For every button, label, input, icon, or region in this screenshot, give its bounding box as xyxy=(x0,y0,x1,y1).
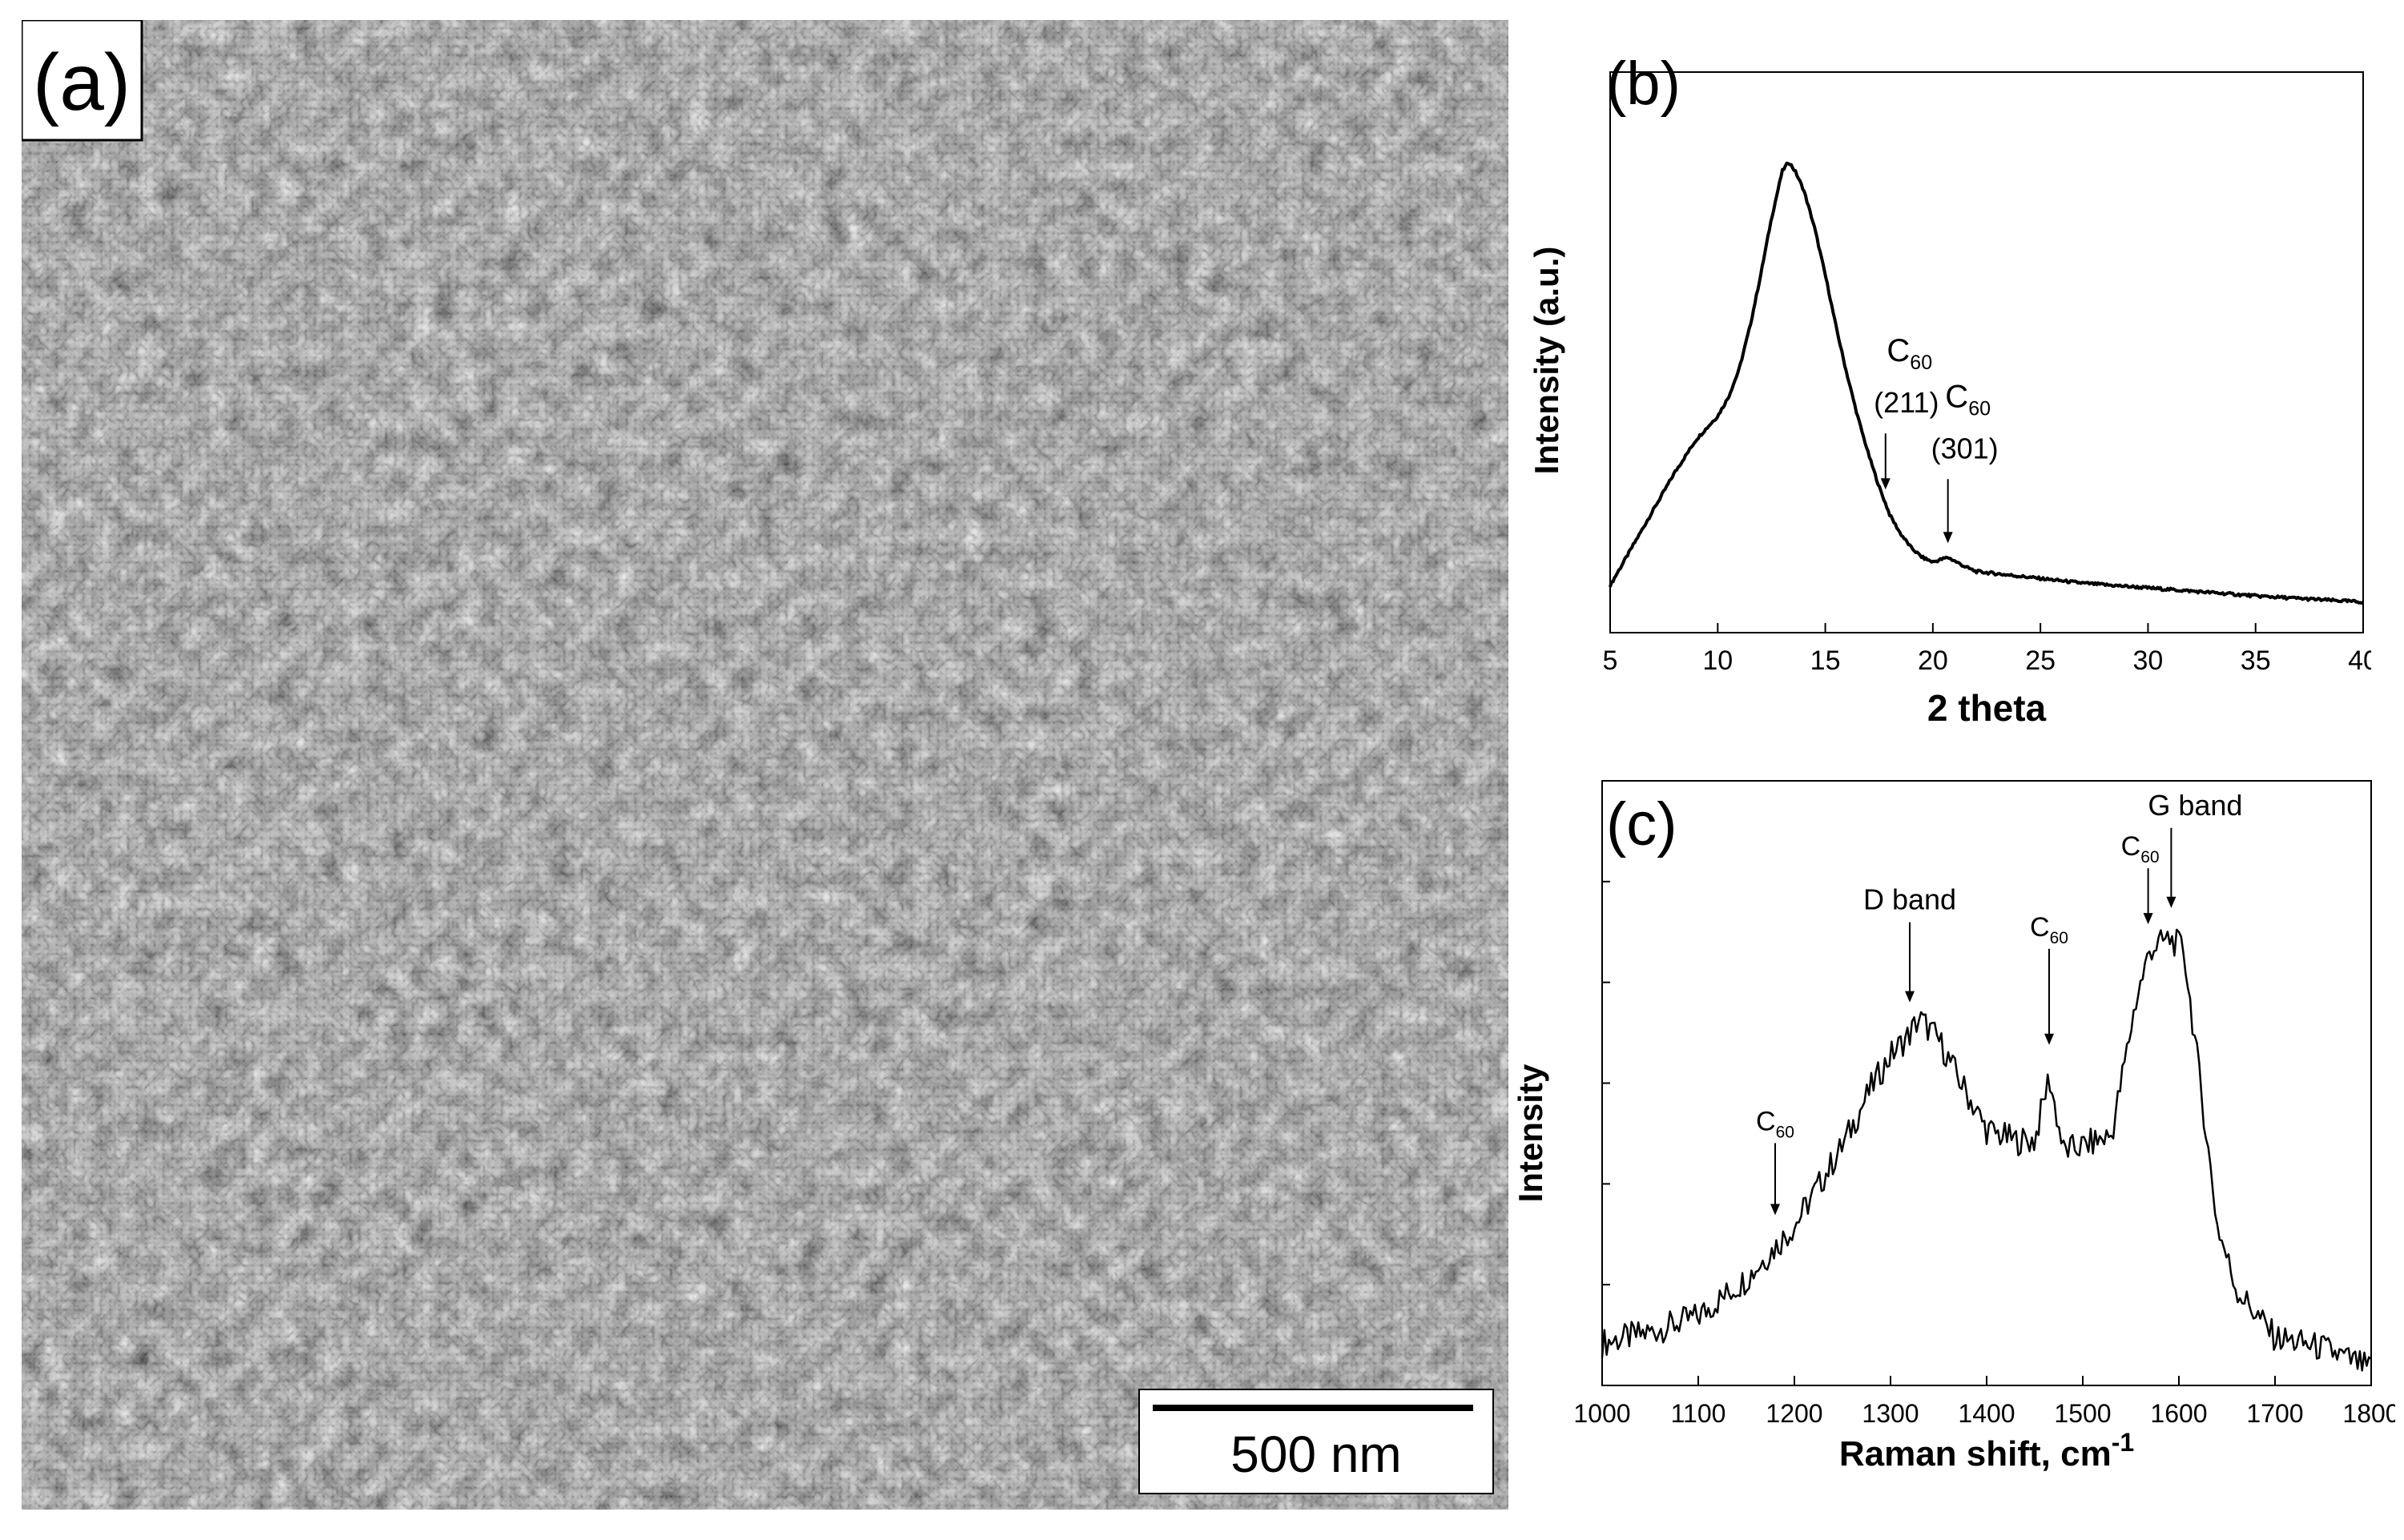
x-tick-label: 1300 xyxy=(1862,1399,1919,1428)
annotation-arrowhead xyxy=(1770,1204,1780,1216)
x-tick-label: 35 xyxy=(2241,645,2271,676)
series-line xyxy=(1609,161,2365,605)
x-tick-label: 20 xyxy=(1918,645,1948,676)
x-tick-label: 25 xyxy=(2025,645,2056,676)
annotation-label: C60 xyxy=(2121,831,2160,867)
x-tick-label: 1200 xyxy=(1766,1399,1822,1428)
x-tick-label: 15 xyxy=(1810,645,1841,676)
x-tick-label: 1100 xyxy=(1671,1399,1726,1428)
x-tick-label: 40 xyxy=(2348,645,2371,676)
x-axis-label: 2 theta xyxy=(1927,687,2047,729)
annotation-arrowhead xyxy=(2166,896,2176,908)
x-tick-label: 1700 xyxy=(2246,1399,2303,1428)
annotation-arrowhead xyxy=(1880,478,1891,490)
x-tick-label: 1800 xyxy=(2342,1399,2395,1428)
panel-b-label: (b) xyxy=(1606,50,1681,118)
y-axis-label: Intensity (a.u.) xyxy=(1528,247,1565,475)
annotation-arrowhead xyxy=(1905,991,1915,1003)
panel-a-label-box: (a) xyxy=(22,20,143,142)
annotation-arrowhead xyxy=(1943,532,1953,544)
annotation-label: D band xyxy=(1863,883,1956,916)
raman-chart: Intensity Raman shift, cm-1 (c) 1000 1100… xyxy=(1512,780,2395,1474)
annotation-arrowhead xyxy=(2143,913,2153,925)
x-tick-label: 1600 xyxy=(2150,1399,2207,1428)
annotation-label: C60 xyxy=(1756,1106,1794,1141)
x-tick-label: 30 xyxy=(2133,645,2164,676)
scale-bar-label: 500 nm xyxy=(1230,1425,1401,1483)
annotation-sublabel: (301) xyxy=(1931,432,1999,464)
x-tick-label: 1500 xyxy=(2054,1399,2111,1428)
annotation-label: C60 xyxy=(2030,912,2068,947)
panel-c-label: (c) xyxy=(1606,790,1677,858)
x-tick-label: 1000 xyxy=(1573,1399,1630,1428)
annotation-sublabel: (211) xyxy=(1874,386,1939,419)
sem-micrograph: (a) 500 nm xyxy=(22,20,1508,1510)
y-axis-label: Intensity xyxy=(1512,1064,1549,1202)
annotation-label: G band xyxy=(2148,789,2242,822)
series-line xyxy=(1601,928,2372,1372)
scale-bar: 500 nm xyxy=(1138,1389,1494,1494)
x-tick-label: 10 xyxy=(1702,645,1733,676)
plot-frame xyxy=(1609,71,2364,633)
x-axis-label: Raman shift, cm-1 xyxy=(1839,1428,2134,1474)
annotation-label: C60 xyxy=(1887,333,1932,374)
xrd-chart: Intensity (a.u.) 2 theta (b) 5 10 15 20 25 30… xyxy=(1528,50,2371,729)
x-tick-label: 1400 xyxy=(1958,1399,2015,1428)
annotation-arrowhead xyxy=(2044,1033,2054,1045)
x-tick-label: 5 xyxy=(1603,645,1618,676)
plot-area: 1000 1100 1200 1300 1400 1500 1600 1700 1800 C60 D… xyxy=(1573,780,2395,1428)
panel-a-label: (a) xyxy=(33,38,131,127)
annotation-label: C60 xyxy=(1945,379,1991,420)
plot-frame xyxy=(1601,780,2372,1386)
